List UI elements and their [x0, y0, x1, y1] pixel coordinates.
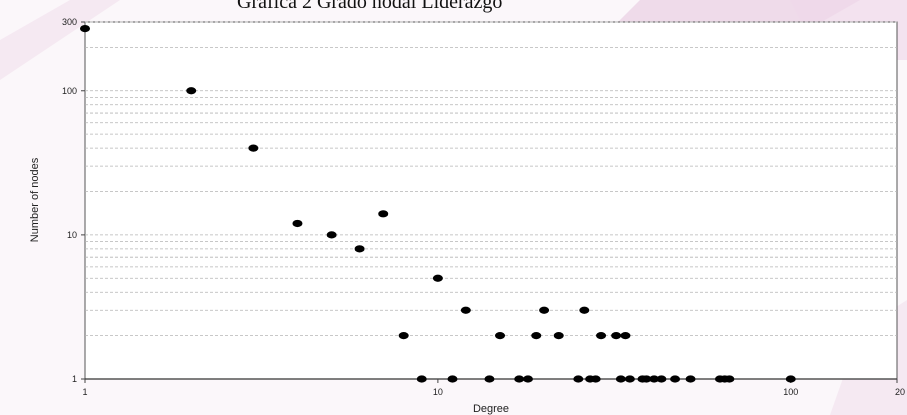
plot-area [84, 21, 898, 380]
data-point [398, 332, 409, 340]
data-point [573, 375, 584, 383]
data-point [460, 306, 471, 314]
data-point [432, 274, 443, 282]
data-point [292, 219, 303, 228]
data-points [80, 24, 796, 383]
x-tick-label: 20 [895, 387, 905, 397]
data-point [641, 375, 652, 383]
data-point [624, 375, 635, 383]
y-tick-label: 100 [62, 86, 77, 96]
data-point [685, 375, 696, 383]
data-point [553, 332, 564, 340]
data-point [514, 375, 525, 383]
data-point [649, 375, 660, 383]
x-axis-ticks: 1 10 100 20 [82, 379, 905, 397]
data-point [670, 375, 681, 383]
y-tick-label: 1 [72, 374, 77, 384]
data-point [447, 375, 458, 383]
data-point [495, 332, 506, 340]
data-point [656, 375, 667, 383]
data-point [484, 375, 495, 383]
data-point [248, 144, 259, 152]
data-point [531, 332, 542, 340]
data-point [80, 24, 90, 33]
grid-lines [85, 21, 897, 380]
data-point [579, 306, 590, 314]
data-point [416, 375, 427, 383]
x-tick-label: 1 [82, 387, 87, 397]
data-point [354, 245, 365, 253]
y-tick-label: 300 [62, 17, 77, 27]
data-point [615, 375, 626, 383]
y-axis-ticks: 1 10 100 300 [62, 17, 85, 384]
data-point [596, 332, 607, 340]
chart-title: Gráfica 2 Grado nodal Liderazgo [237, 0, 503, 13]
x-tick-label: 100 [783, 387, 798, 397]
data-point [326, 231, 337, 239]
data-point [785, 375, 796, 383]
data-point [378, 210, 389, 218]
data-point [590, 375, 601, 383]
data-point [522, 375, 533, 383]
y-axis-label: Number of nodes [29, 157, 41, 242]
data-point [539, 306, 550, 314]
data-point [186, 87, 197, 95]
data-point [724, 375, 735, 383]
data-point [611, 332, 622, 340]
x-axis-label: Degree [473, 403, 509, 415]
data-point [620, 332, 631, 340]
y-tick-label: 10 [67, 230, 77, 240]
x-tick-label: 10 [433, 387, 443, 397]
